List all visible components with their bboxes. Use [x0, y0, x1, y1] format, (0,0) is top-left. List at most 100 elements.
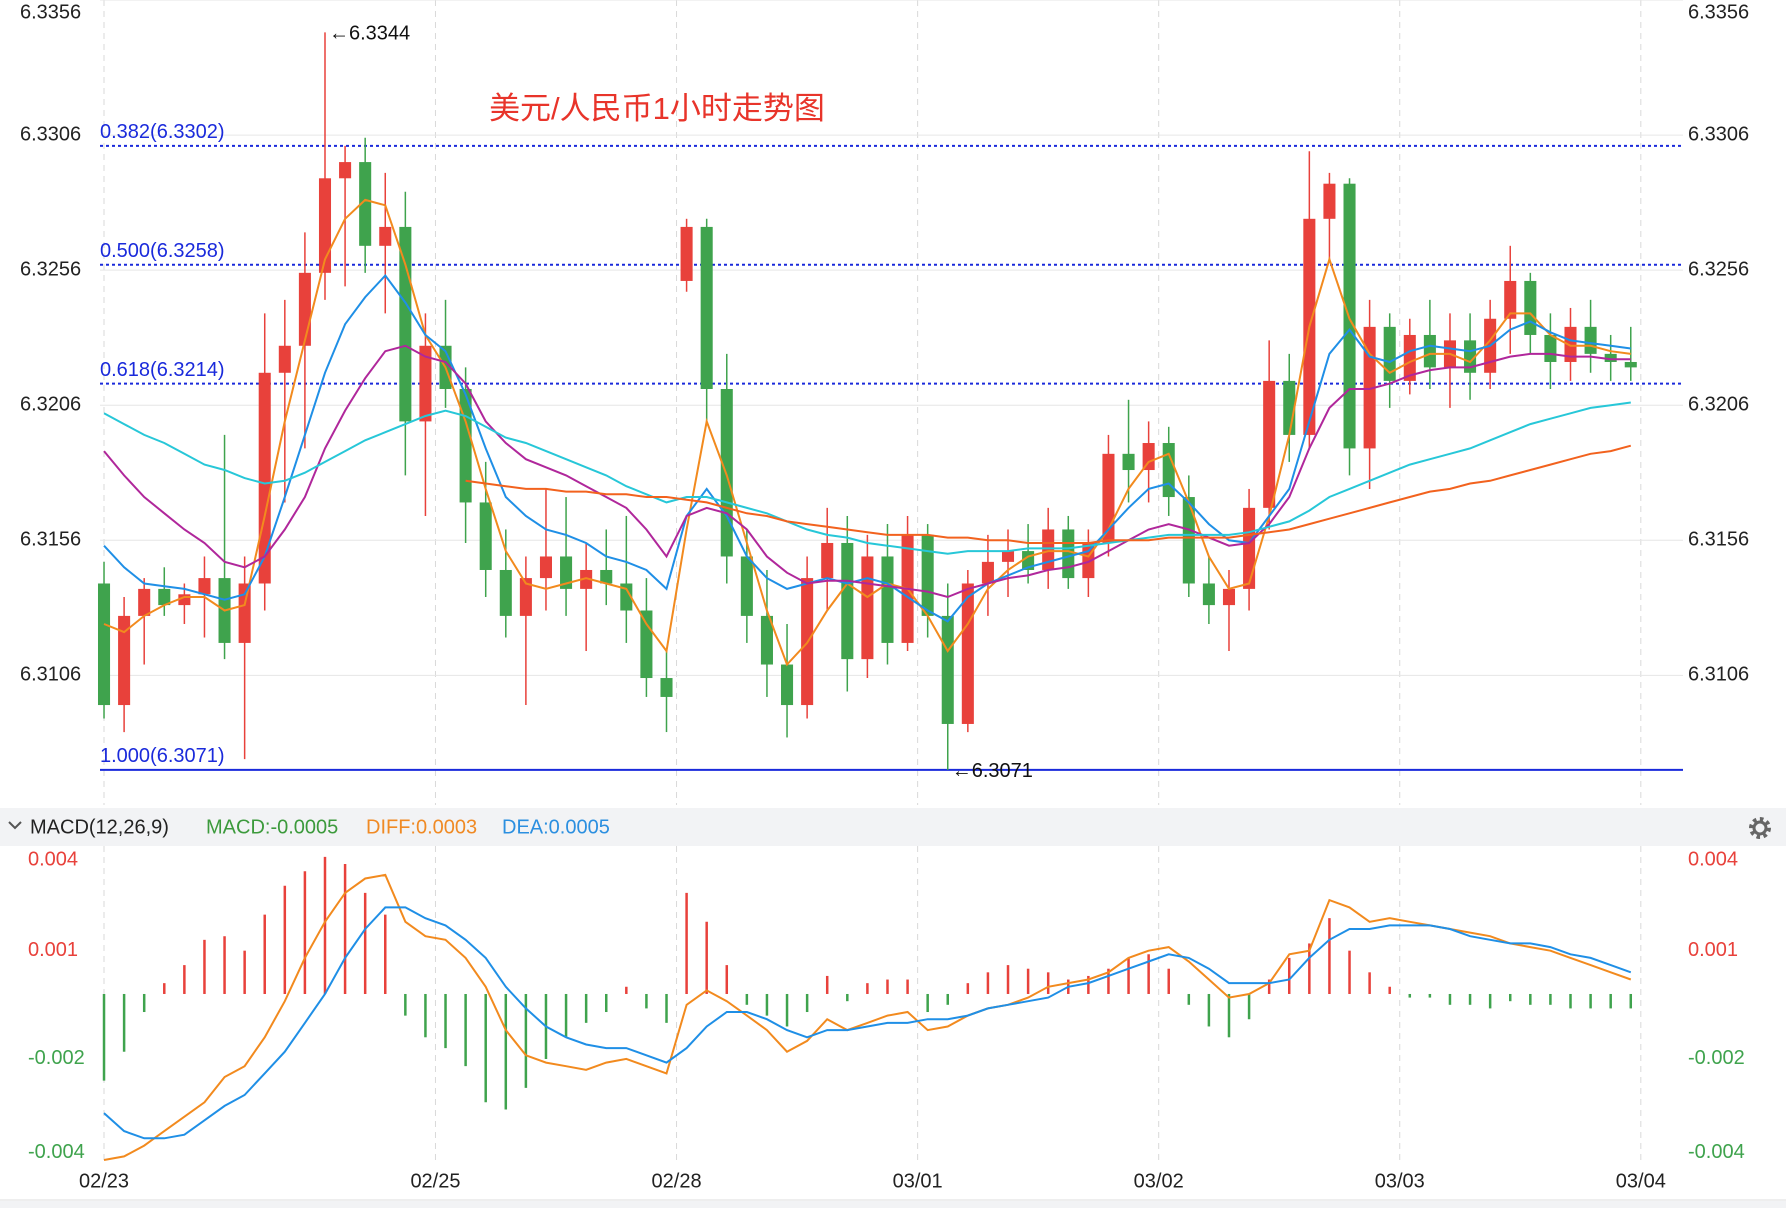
- candle-body: [740, 556, 753, 616]
- candle-body: [158, 588, 171, 606]
- bottom-strip: [0, 1201, 1786, 1208]
- candle-body: [1142, 443, 1155, 471]
- chart-title: 美元/人民币1小时走势图: [489, 91, 825, 126]
- level-label: 0.500(6.3258): [100, 240, 225, 262]
- candle-body: [781, 664, 794, 706]
- indicator-header: [0, 808, 1786, 846]
- candle-body: [1383, 326, 1396, 381]
- candle-body: [1524, 280, 1537, 335]
- candle-body: [640, 610, 653, 679]
- candle-body: [479, 502, 492, 570]
- gear-teeth: [1749, 817, 1771, 839]
- line-series: [103, 273, 1631, 623]
- candle-body: [1423, 334, 1436, 368]
- level-label: 0.618(6.3214): [100, 359, 225, 381]
- candle-body: [1504, 280, 1517, 319]
- x-tick-label: 02/28: [652, 1170, 702, 1192]
- candle-body: [1403, 334, 1416, 381]
- y-tick-label-right: 6.3156: [1688, 529, 1749, 551]
- candle-body: [1584, 326, 1597, 354]
- candle-body: [1182, 497, 1195, 584]
- y-tick-label: 6.3256: [20, 258, 81, 280]
- gear-ring: [1752, 820, 1768, 836]
- candle-body: [1624, 361, 1637, 368]
- line-series: [103, 198, 1631, 667]
- level-label: 1.000(6.3071): [100, 745, 225, 767]
- candle-body: [278, 345, 291, 373]
- candle-body: [881, 556, 894, 643]
- candle-body: [298, 272, 311, 346]
- candle-body: [941, 615, 954, 724]
- candle-body: [1323, 183, 1336, 219]
- candle-body: [1464, 340, 1477, 373]
- collapse-chevron[interactable]: [8, 821, 22, 830]
- candle-body: [1222, 588, 1236, 606]
- candle-body: [379, 226, 392, 246]
- line-series: [103, 401, 1631, 555]
- candle-body: [580, 569, 593, 589]
- x-tick-label: 03/01: [893, 1170, 943, 1192]
- candle-body: [238, 583, 251, 643]
- line-series: [465, 444, 1632, 544]
- candle-body: [539, 556, 552, 579]
- candle-body: [1122, 453, 1135, 471]
- x-tick-label: 03/04: [1616, 1170, 1666, 1192]
- y-tick-label: 0.001: [28, 939, 78, 961]
- candle-body: [1263, 380, 1276, 508]
- x-tick-label: 03/03: [1375, 1170, 1425, 1192]
- candle-body: [178, 594, 191, 606]
- y-tick-label-right: 0.001: [1688, 939, 1738, 961]
- candle-body: [1042, 529, 1055, 570]
- y-tick-label-right: -0.002: [1688, 1047, 1745, 1069]
- candle-body: [1243, 507, 1256, 589]
- line-series: [103, 873, 1632, 1161]
- candle-body: [198, 578, 211, 595]
- candle-body: [399, 226, 412, 422]
- candle-body: [138, 588, 151, 616]
- candle-body: [700, 226, 713, 389]
- y-tick-label-right: 6.3306: [1688, 123, 1749, 145]
- x-tick-label: 02/23: [79, 1170, 129, 1192]
- line-series: [103, 906, 1632, 1140]
- candle-body: [519, 578, 532, 616]
- y-tick-label: -0.002: [28, 1047, 85, 1069]
- indicator-name: MACD(12,26,9): [30, 816, 169, 838]
- candle-body: [318, 178, 332, 273]
- candle-body: [499, 569, 512, 616]
- y-tick-label: 6.3306: [20, 123, 81, 145]
- candle-body: [419, 345, 432, 422]
- y-tick-label: 6.3106: [20, 664, 81, 686]
- candle-body: [1001, 551, 1015, 562]
- candle-body: [861, 556, 874, 660]
- y-tick-label: 6.3356: [20, 1, 81, 23]
- settings-icon[interactable]: [1749, 817, 1771, 839]
- candle-body: [1162, 443, 1175, 498]
- y-tick-label-right: -0.004: [1688, 1141, 1745, 1163]
- candle-body: [1604, 353, 1617, 362]
- candle-body: [97, 583, 111, 706]
- candle-body: [760, 615, 773, 665]
- x-tick-label: 02/25: [410, 1170, 460, 1192]
- y-tick-label-right: 0.004: [1688, 849, 1738, 871]
- diff-value: DIFF:0.0003: [366, 816, 477, 838]
- y-tick-label-right: 6.3206: [1688, 393, 1749, 415]
- candle-body: [821, 542, 834, 579]
- x-tick-label: 03/02: [1134, 1170, 1184, 1192]
- candle-body: [1544, 334, 1557, 362]
- candle-body: [600, 569, 613, 584]
- y-tick-label-right: 6.3356: [1688, 1, 1749, 23]
- annotation: ←6.3071: [952, 760, 1033, 782]
- annotation: ←6.3344: [329, 23, 410, 45]
- y-tick-label: 6.3156: [20, 529, 81, 551]
- candle-body: [339, 162, 352, 179]
- y-tick-label: 0.004: [28, 849, 78, 871]
- y-tick-label-right: 6.3256: [1688, 258, 1749, 280]
- candle-body: [359, 162, 372, 246]
- level-label: 0.382(6.3302): [100, 121, 225, 143]
- candle-body: [680, 226, 693, 281]
- candle-body: [1202, 583, 1215, 606]
- candle-body: [1102, 453, 1115, 543]
- y-tick-label: 6.3206: [20, 393, 81, 415]
